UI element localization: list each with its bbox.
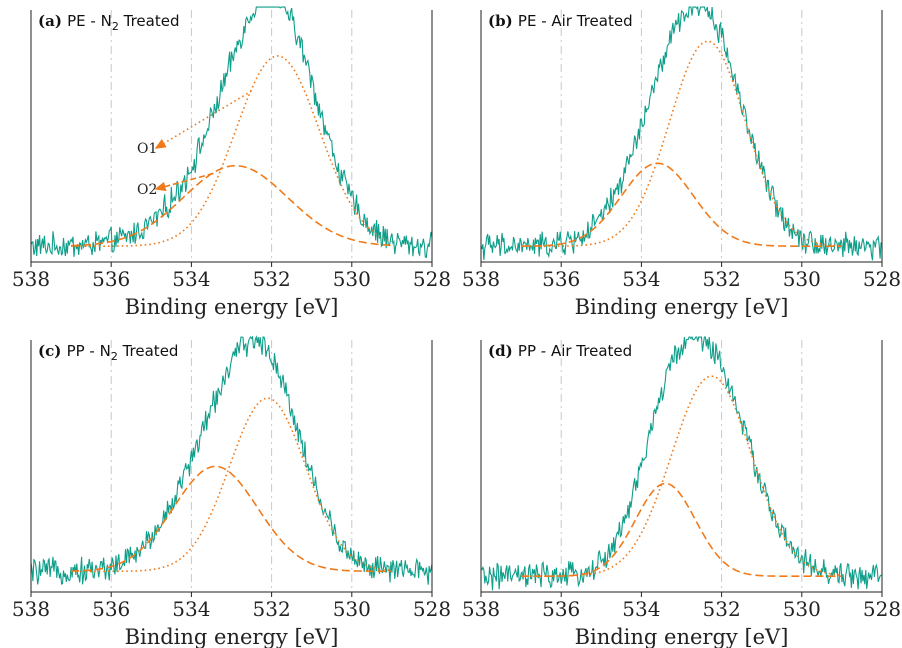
x-tick-label: 532 xyxy=(253,597,291,621)
x-tick-label: 538 xyxy=(12,267,50,291)
x-axis-label: Binding energy [eV] xyxy=(575,625,789,648)
x-axis-label: Binding energy [eV] xyxy=(575,295,789,319)
panel-title: (b) PE - Air Treated xyxy=(488,12,633,30)
panel-b: 538 536 534 532 530 528 Binding energy [eV] (b)… xyxy=(462,5,901,319)
panel-title: (a) PE - N2 Treated xyxy=(38,12,179,33)
o2-component-line xyxy=(71,465,392,573)
x-tick-label: 534 xyxy=(622,597,660,621)
x-tick-label: 532 xyxy=(703,597,741,621)
panel-d: 538 536 534 532 530 528 Binding energy [eV] (d)… xyxy=(462,335,901,648)
x-tick-label: 538 xyxy=(12,597,50,621)
o1-component-line xyxy=(71,55,393,247)
panel-title: (d) PP - Air Treated xyxy=(488,342,632,360)
x-tick-label: 536 xyxy=(542,267,580,291)
o2-component-line xyxy=(521,482,842,578)
x-tick-label: 538 xyxy=(462,267,500,291)
o1-annotation-arrow xyxy=(154,90,252,149)
x-tick-label: 532 xyxy=(253,267,291,291)
x-tick-label: 536 xyxy=(542,597,580,621)
o2-annotation-label: O2 xyxy=(137,182,157,198)
panel-a: 538 536 534 532 530 528 Binding energy [eV] (a)… xyxy=(12,6,451,319)
measured-spectrum-line xyxy=(30,6,433,259)
x-tick-label: 528 xyxy=(413,267,451,291)
x-tick-label: 532 xyxy=(703,267,741,291)
x-tick-label: 534 xyxy=(172,267,210,291)
x-tick-label: 528 xyxy=(863,597,901,621)
measured-spectrum-line xyxy=(480,335,883,591)
x-tick-label: 530 xyxy=(783,597,821,621)
o2-component-line xyxy=(71,164,392,247)
measured-spectrum-line xyxy=(30,335,433,585)
x-tick-label: 530 xyxy=(333,597,371,621)
x-tick-label: 534 xyxy=(172,597,210,621)
panel-c: 538 536 534 532 530 528 Binding energy [eV] (c)… xyxy=(12,335,451,648)
x-tick-label: 536 xyxy=(92,267,130,291)
o1-component-line xyxy=(71,397,392,573)
x-axis-label: Binding energy [eV] xyxy=(125,295,339,319)
x-tick-label: 538 xyxy=(462,597,500,621)
o1-component-line xyxy=(521,40,842,247)
x-axis-label: Binding energy [eV] xyxy=(125,625,339,648)
x-tick-label: 528 xyxy=(863,267,901,291)
x-tick-label: 530 xyxy=(783,267,821,291)
o2-annotation-arrow xyxy=(154,172,214,192)
o1-component-line xyxy=(521,375,842,578)
panel-title: (c) PP - N2 Treated xyxy=(38,342,178,363)
o2-component-line xyxy=(521,162,842,247)
x-tick-label: 530 xyxy=(333,267,371,291)
measured-spectrum-line xyxy=(480,5,883,261)
o1-annotation-label: O1 xyxy=(137,141,157,157)
x-tick-label: 528 xyxy=(413,597,451,621)
x-tick-label: 536 xyxy=(92,597,130,621)
x-tick-label: 534 xyxy=(622,267,660,291)
